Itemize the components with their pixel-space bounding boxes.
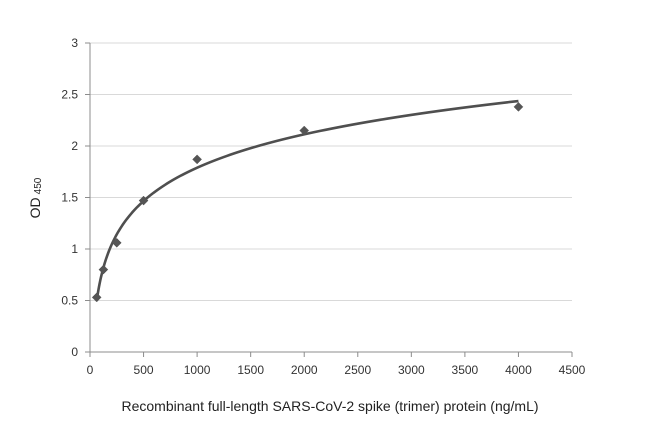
y-tick-label: 3 — [71, 36, 78, 50]
data-points — [91, 102, 524, 303]
data-point — [138, 195, 149, 206]
x-tick-label: 0 — [87, 363, 94, 377]
y-tick-label: 1.5 — [61, 191, 78, 205]
y-tick-label: 2.5 — [61, 88, 78, 102]
y-axis-title-subscript: 450 — [33, 177, 44, 194]
y-tick-labels: 0 0.5 1 1.5 2 2.5 3 — [61, 36, 78, 359]
x-tick-label: 3000 — [398, 363, 425, 377]
y-axis-title-main: OD — [27, 197, 43, 218]
y-tick-label: 1 — [71, 242, 78, 256]
x-tick-label: 4500 — [559, 363, 586, 377]
x-tick-label: 4000 — [505, 363, 532, 377]
y-tick-label: 2 — [71, 139, 78, 153]
data-point — [192, 154, 202, 165]
x-tick-label: 3500 — [452, 363, 479, 377]
y-tick-label: 0.5 — [61, 294, 78, 308]
x-tick-label: 2000 — [291, 363, 318, 377]
x-tick-label: 1500 — [237, 363, 264, 377]
data-point — [98, 264, 109, 275]
data-point — [91, 292, 102, 303]
y-tick-label: 0 — [71, 345, 78, 359]
data-point — [513, 102, 524, 112]
x-tick-label: 500 — [134, 363, 154, 377]
x-tick-labels: 0 500 1000 1500 2000 2500 3000 3500 4000 4500 — [87, 363, 586, 377]
gridlines — [90, 42, 572, 301]
x-tick-label: 2500 — [344, 363, 371, 377]
data-point — [299, 125, 310, 136]
data-point — [111, 237, 122, 248]
x-tick-label: 1000 — [184, 363, 211, 377]
axes — [85, 42, 573, 357]
y-axis-title: OD 450 — [27, 177, 44, 218]
x-axis-title: Recombinant full-length SARS-CoV-2 spike… — [121, 398, 538, 414]
